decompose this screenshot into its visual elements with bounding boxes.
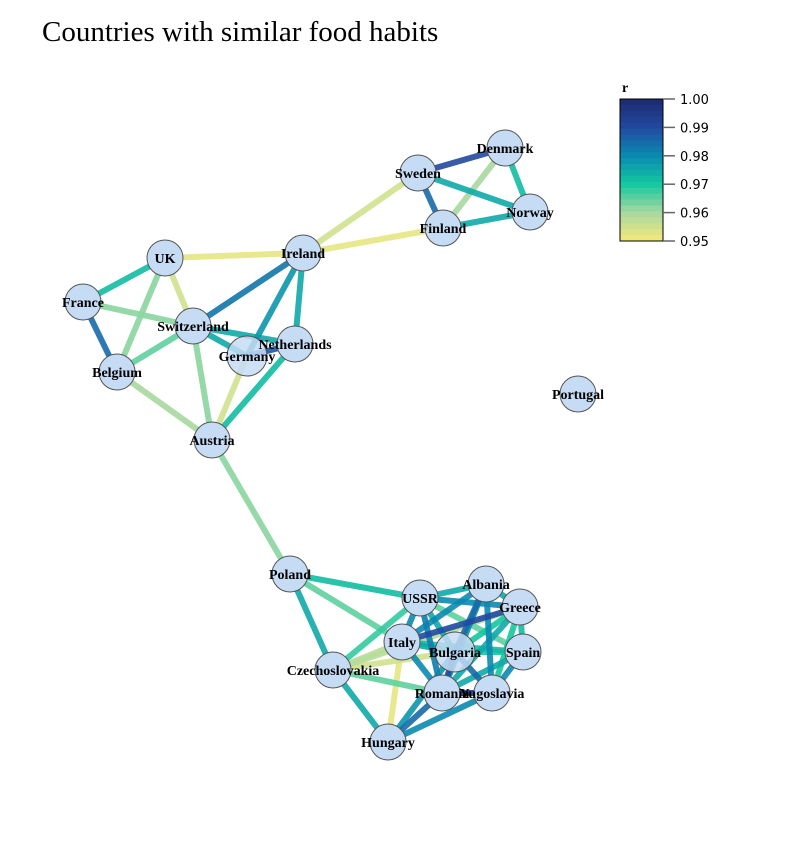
legend-swatch [620,217,663,224]
legend-swatch [620,110,663,118]
legend-tick-label: 0.98 [680,150,709,165]
nodes: Denmark Sweden Norway Finland Ireland UK Franc… [62,129,604,761]
legend-frame [619,98,664,242]
node-romania[interactable] [423,674,461,712]
node-label: Norway [506,206,553,221]
edge-hungary-yugoslavia [386,690,494,745]
node-yugoslavia[interactable] [473,674,511,712]
edge-poland-ussr [289,571,421,601]
legend-swatch [620,158,663,165]
legend-swatch [620,99,663,106]
legend-tick-label: 0.95 [680,235,709,250]
legend-swatch [620,199,663,206]
edge-finland-ireland [302,225,444,256]
node-germany[interactable] [226,335,268,377]
node-label: Spain [506,646,540,661]
node-label: Romania [415,687,469,702]
edge-belgium-austria [115,369,214,443]
node-label: Hungary [361,736,415,751]
node-label: Sweden [395,167,441,182]
legend-swatch [620,116,663,124]
node-label: Netherlands [258,338,332,353]
legend-swatch [620,170,663,177]
legend-swatch [620,187,663,195]
node-switzerland[interactable] [174,307,212,345]
node-austria[interactable] [193,421,231,459]
edge-uk-ireland [164,250,304,261]
legend-tick-label: 0.99 [680,121,709,136]
node-label: Greece [499,601,541,616]
node-label: Finland [420,222,467,237]
node-label: Germany [219,350,276,365]
legend-swatch [620,122,663,130]
node-italy[interactable] [383,623,421,661]
node-label: Yugoslavia [460,687,525,702]
node-label: Belgium [92,366,142,381]
node-greece[interactable] [501,588,539,626]
legend-swatch [620,152,663,159]
legend-swatch [620,211,663,218]
node-ussr[interactable] [401,579,439,617]
node-label: France [62,296,104,311]
legend-swatch [620,104,663,112]
edge-switzerland-ireland [191,250,305,329]
node-spain[interactable] [504,633,542,671]
edge-netherlands-austria [209,342,298,442]
legend-swatch [620,223,663,230]
legend-swatch [620,235,663,242]
legend-swatch [620,134,663,141]
edge-greece-italy [401,604,521,645]
edge-sweden-norway [417,170,531,215]
node-label: UK [155,252,176,267]
chart-title: Countries with similar food habits [42,16,439,48]
node-label: USSR [402,592,439,607]
node-label: Italy [388,636,416,651]
node-bulgaria[interactable] [434,631,476,673]
legend-tick-label: 0.97 [680,178,709,193]
legend-title: r [622,81,628,96]
edge-czechoslovakia-ussr [331,595,422,673]
legend-swatch [620,175,663,183]
legend-swatch [620,128,663,135]
edge-greece-romania [439,604,523,696]
node-label: Switzerland [157,320,229,335]
legend-tick-label: 0.96 [680,207,709,222]
node-label: Albania [462,578,509,593]
node-albania[interactable] [467,565,505,603]
node-czechoslovakia[interactable] [314,651,352,689]
node-label: Austria [189,434,234,449]
legend-swatch [620,146,663,153]
node-belgium[interactable] [98,353,136,391]
node-label: Poland [269,568,311,583]
node-hungary[interactable] [369,723,407,761]
node-sweden[interactable] [399,154,437,192]
legend-swatch [620,140,663,147]
legend-swatch [620,181,663,189]
node-netherlands[interactable] [276,325,314,363]
edge-switzerland-austria [190,325,215,441]
node-label: Ireland [281,247,325,262]
node-label: Portugal [552,388,604,403]
node-label: Denmark [477,142,534,157]
node-uk[interactable] [146,239,184,277]
legend-swatch [620,229,663,236]
edge-sweden-ireland [301,170,420,256]
node-norway[interactable] [511,193,549,231]
node-denmark[interactable] [486,129,524,167]
node-portugal[interactable] [559,375,597,413]
node-france[interactable] [64,283,102,321]
node-poland[interactable] [271,555,309,593]
legend-swatch [620,164,663,171]
color-legend: r 1.00 0.99 0.98 0.97 0.96 0.95 [619,81,709,250]
node-ireland[interactable] [284,234,322,272]
node-label: Bulgaria [429,646,481,661]
edge-austria-poland [209,438,293,576]
legend-swatch [620,193,663,201]
legend-tick-label: 1.00 [680,93,709,108]
node-finland[interactable] [424,209,462,247]
edge-france-switzerland [82,299,194,329]
node-label: Czechoslovakia [287,664,380,679]
legend-swatch [620,205,663,212]
